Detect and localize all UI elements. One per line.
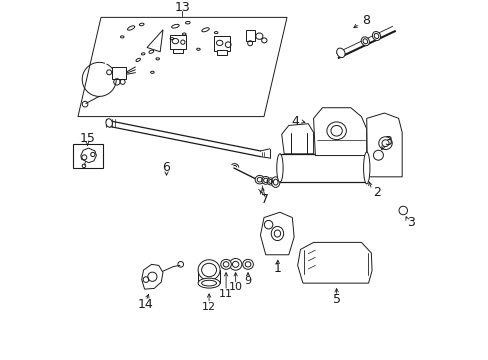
Ellipse shape	[198, 260, 220, 280]
Text: 1: 1	[273, 262, 281, 275]
Ellipse shape	[242, 260, 253, 269]
Polygon shape	[297, 242, 371, 283]
Text: 8: 8	[361, 14, 369, 27]
Ellipse shape	[326, 122, 346, 140]
Text: 3: 3	[407, 216, 414, 229]
Ellipse shape	[363, 152, 369, 184]
Ellipse shape	[255, 175, 264, 184]
Polygon shape	[366, 113, 401, 177]
Polygon shape	[173, 49, 183, 53]
Polygon shape	[260, 212, 293, 255]
Polygon shape	[281, 124, 313, 154]
Polygon shape	[313, 108, 366, 156]
Ellipse shape	[271, 177, 279, 188]
Ellipse shape	[361, 37, 368, 46]
Ellipse shape	[378, 137, 391, 149]
Ellipse shape	[220, 260, 231, 269]
Text: 10: 10	[228, 282, 242, 292]
Bar	[73, 144, 102, 168]
Text: 9: 9	[244, 276, 251, 286]
Text: 15: 15	[80, 132, 95, 145]
Polygon shape	[245, 30, 255, 41]
Polygon shape	[170, 35, 185, 49]
Ellipse shape	[276, 154, 283, 182]
Text: 12: 12	[202, 302, 216, 312]
Text: 7: 7	[261, 193, 268, 206]
Ellipse shape	[266, 178, 274, 185]
Polygon shape	[217, 50, 227, 55]
Polygon shape	[147, 30, 163, 52]
Ellipse shape	[271, 226, 283, 240]
Polygon shape	[142, 264, 163, 289]
Ellipse shape	[372, 32, 380, 40]
Ellipse shape	[229, 258, 242, 270]
Ellipse shape	[198, 278, 220, 288]
Text: 2: 2	[372, 186, 380, 199]
Text: 5: 5	[332, 293, 340, 306]
Ellipse shape	[262, 176, 269, 184]
Text: 6: 6	[163, 162, 170, 175]
Text: 4: 4	[291, 115, 299, 128]
Polygon shape	[81, 148, 96, 163]
Polygon shape	[78, 17, 286, 117]
Text: 3: 3	[383, 135, 391, 148]
Text: 11: 11	[219, 289, 233, 299]
Ellipse shape	[336, 48, 345, 58]
Text: 13: 13	[174, 1, 190, 14]
Ellipse shape	[106, 119, 112, 127]
Text: 14: 14	[138, 298, 154, 311]
Polygon shape	[111, 67, 125, 80]
Polygon shape	[214, 36, 230, 51]
